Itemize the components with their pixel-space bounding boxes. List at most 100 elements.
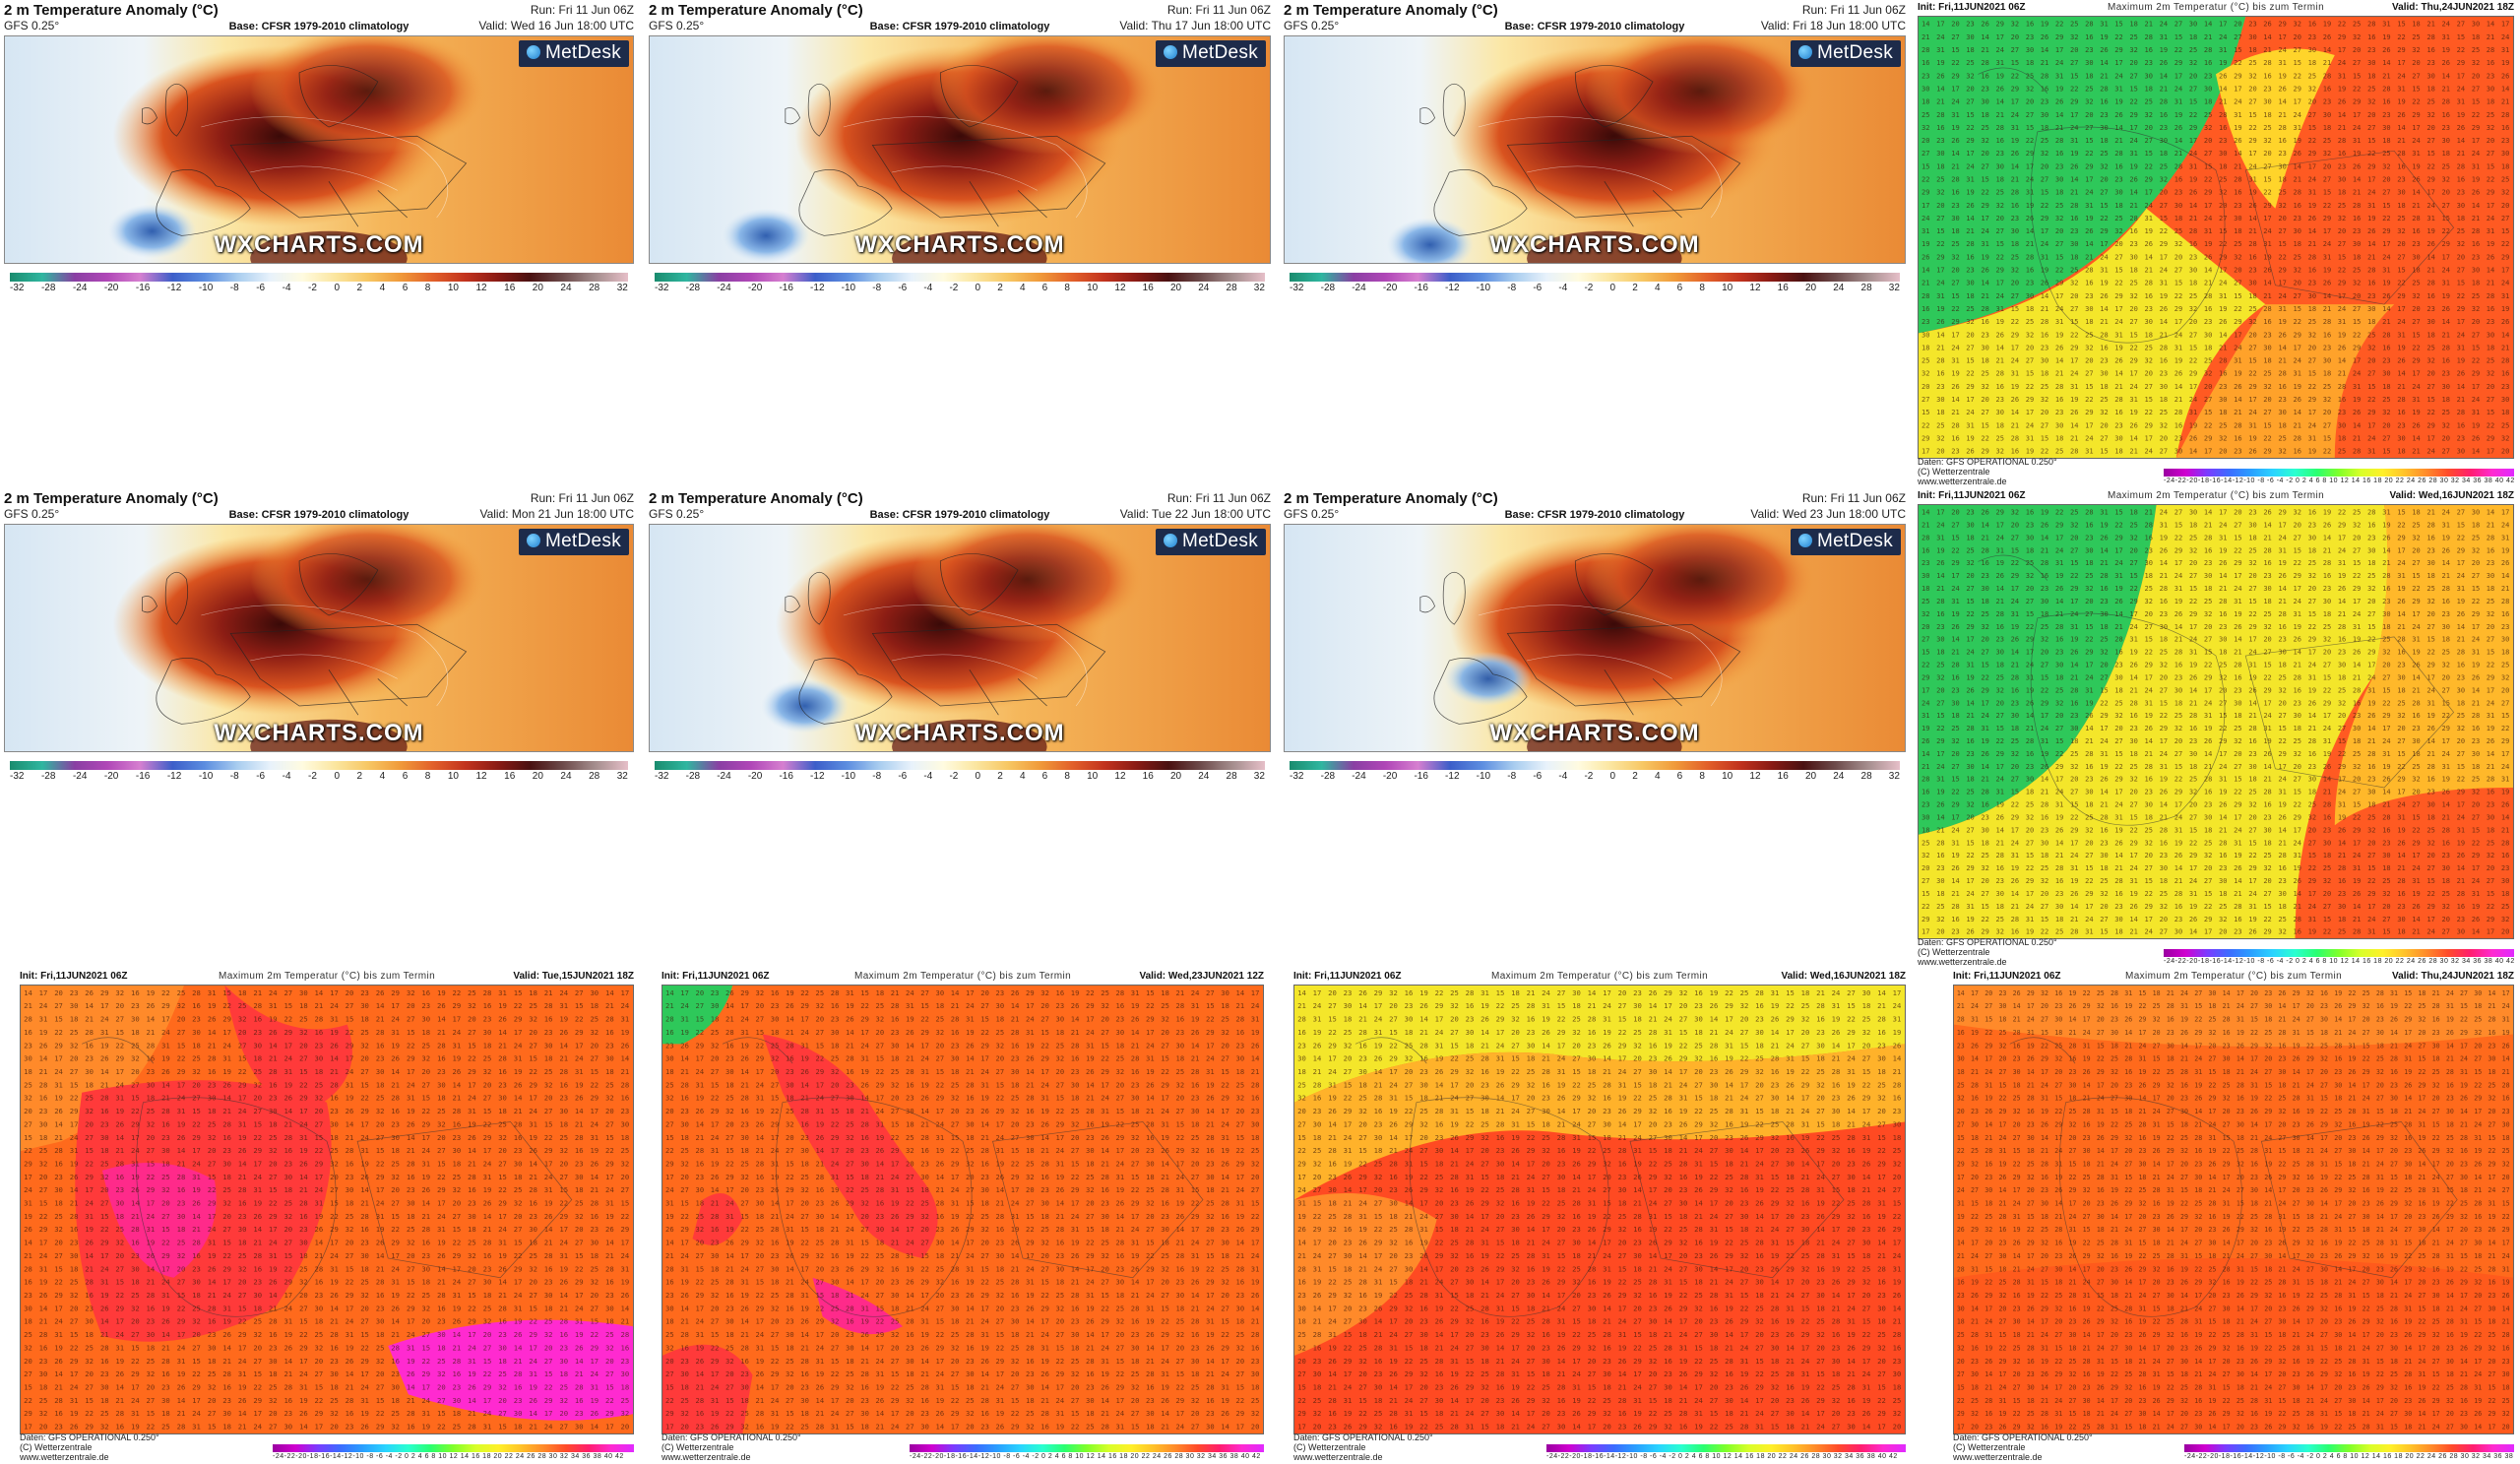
svg-text:25: 25 xyxy=(131,1291,140,1300)
svg-text:31: 31 xyxy=(330,1264,339,1273)
svg-text:20: 20 xyxy=(2145,124,2153,132)
svg-text:26: 26 xyxy=(2382,292,2390,300)
svg-text:32: 32 xyxy=(1011,1107,1020,1115)
svg-text:31: 31 xyxy=(2442,33,2450,41)
svg-text:30: 30 xyxy=(2248,33,2256,41)
svg-text:16: 16 xyxy=(2145,292,2153,300)
svg-text:25: 25 xyxy=(2338,687,2346,695)
svg-text:21: 21 xyxy=(980,1133,989,1142)
svg-text:22: 22 xyxy=(2412,98,2420,106)
svg-text:27: 27 xyxy=(192,1344,201,1353)
svg-text:26: 26 xyxy=(2457,124,2465,132)
svg-text:24: 24 xyxy=(2397,559,2405,567)
svg-text:28: 28 xyxy=(498,1305,507,1313)
svg-text:18: 18 xyxy=(161,1409,170,1418)
svg-text:15: 15 xyxy=(2294,546,2301,554)
svg-text:25: 25 xyxy=(2338,928,2346,936)
svg-text:15: 15 xyxy=(2457,522,2465,530)
svg-text:16: 16 xyxy=(1922,546,1929,554)
svg-text:30: 30 xyxy=(1981,345,1988,352)
svg-text:29: 29 xyxy=(2204,189,2212,197)
svg-text:23: 23 xyxy=(2263,814,2271,822)
max-temperature-map: 14 17 20 23 26 29 32 16 19 22 25 28 31 15 18 21 24 27 30 14… xyxy=(1293,985,1906,1434)
svg-text:17: 17 xyxy=(1936,509,1944,517)
svg-text:21: 21 xyxy=(315,1001,324,1010)
svg-text:25: 25 xyxy=(2026,559,2034,567)
svg-text:24: 24 xyxy=(2472,150,2480,158)
scale-tick: 24 xyxy=(1198,283,1209,295)
svg-text:15: 15 xyxy=(2308,124,2316,132)
svg-text:15: 15 xyxy=(131,1344,140,1353)
svg-text:20: 20 xyxy=(514,1212,523,1221)
svg-text:26: 26 xyxy=(2501,318,2509,326)
svg-text:21: 21 xyxy=(360,1199,369,1208)
svg-text:29: 29 xyxy=(2323,215,2331,223)
svg-text:21: 21 xyxy=(529,1173,537,1181)
svg-text:30: 30 xyxy=(2219,396,2227,404)
svg-text:25: 25 xyxy=(590,1015,598,1024)
svg-text:26: 26 xyxy=(514,1330,523,1339)
svg-text:31: 31 xyxy=(2501,292,2509,300)
svg-text:19: 19 xyxy=(2412,890,2420,898)
svg-text:32: 32 xyxy=(70,1291,79,1300)
svg-text:19: 19 xyxy=(2100,763,2108,771)
svg-text:21: 21 xyxy=(2219,345,2227,352)
svg-text:30: 30 xyxy=(2278,649,2286,657)
svg-text:24: 24 xyxy=(131,1396,140,1405)
svg-text:25: 25 xyxy=(1951,725,1959,732)
svg-text:22: 22 xyxy=(421,1107,430,1115)
svg-text:27: 27 xyxy=(1040,1015,1049,1024)
svg-text:17: 17 xyxy=(2367,176,2375,184)
copyright: (C) Wetterzentrale xyxy=(20,1442,159,1452)
scale-tick: 2 xyxy=(357,283,363,295)
svg-text:17: 17 xyxy=(2234,814,2241,822)
svg-text:31: 31 xyxy=(2412,636,2420,644)
svg-text:19: 19 xyxy=(2011,137,2019,145)
svg-text:14: 14 xyxy=(575,1357,584,1366)
svg-text:14: 14 xyxy=(346,1120,354,1129)
svg-text:16: 16 xyxy=(2338,396,2346,404)
svg-text:22: 22 xyxy=(2219,725,2227,732)
svg-text:24: 24 xyxy=(115,1330,124,1339)
svg-text:29: 29 xyxy=(2204,674,2212,682)
svg-text:27: 27 xyxy=(2160,202,2168,210)
svg-text:31: 31 xyxy=(2129,396,2137,404)
svg-text:24: 24 xyxy=(800,1028,809,1037)
svg-text:18: 18 xyxy=(2397,202,2405,210)
svg-text:30: 30 xyxy=(222,1160,231,1169)
svg-text:30: 30 xyxy=(2426,318,2434,326)
svg-text:30: 30 xyxy=(2397,435,2405,443)
svg-text:15: 15 xyxy=(2189,827,2197,835)
svg-text:29: 29 xyxy=(740,988,749,997)
svg-text:30: 30 xyxy=(2426,72,2434,80)
svg-text:14: 14 xyxy=(2204,21,2212,29)
svg-text:22: 22 xyxy=(2011,72,2019,80)
svg-text:20: 20 xyxy=(2070,535,2078,542)
svg-text:18: 18 xyxy=(2487,827,2494,835)
wz-footer: Daten: GFS OPERATIONAL 0.250° (C) Wetter… xyxy=(1918,937,2057,967)
svg-text:28: 28 xyxy=(2026,254,2034,262)
svg-text:17: 17 xyxy=(421,1133,430,1142)
svg-text:17: 17 xyxy=(1086,1015,1095,1024)
svg-text:23: 23 xyxy=(2323,98,2331,106)
chart-title: 2 m Temperature Anomaly (°C) xyxy=(649,490,863,507)
svg-text:20: 20 xyxy=(498,1146,507,1155)
svg-text:24: 24 xyxy=(2294,839,2301,847)
svg-text:22: 22 xyxy=(131,1107,140,1115)
svg-text:27: 27 xyxy=(2160,687,2168,695)
svg-text:27: 27 xyxy=(2397,254,2405,262)
svg-text:15: 15 xyxy=(1951,292,1959,300)
svg-text:28: 28 xyxy=(131,1225,140,1234)
svg-text:19: 19 xyxy=(2501,546,2509,554)
svg-text:31: 31 xyxy=(2308,916,2316,923)
svg-text:15: 15 xyxy=(2011,789,2019,796)
svg-text:28: 28 xyxy=(621,1081,630,1090)
svg-text:20: 20 xyxy=(1966,814,1974,822)
svg-text:32: 32 xyxy=(2189,789,2197,796)
svg-text:16: 16 xyxy=(2278,623,2286,631)
svg-text:26: 26 xyxy=(2234,383,2241,391)
svg-text:17: 17 xyxy=(2085,176,2093,184)
svg-text:24: 24 xyxy=(2353,370,2361,378)
svg-text:17: 17 xyxy=(2189,623,2197,631)
wz-header: Init: Fri,11JUN2021 06Z Maximum 2m Tempe… xyxy=(1290,969,1910,985)
